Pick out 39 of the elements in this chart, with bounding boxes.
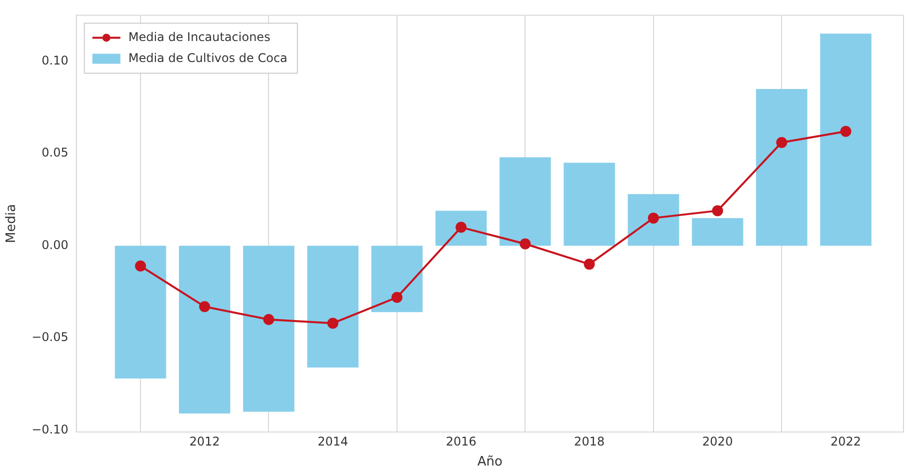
- bar: [628, 194, 680, 246]
- point: [134, 260, 146, 272]
- bar: [307, 246, 358, 368]
- point: [840, 126, 852, 137]
- bar: [692, 218, 744, 246]
- x-tick-label: 2014: [318, 434, 348, 448]
- bar: [756, 88, 808, 246]
- bar: [500, 157, 551, 246]
- y-tick-label: −0.05: [32, 330, 68, 344]
- point: [584, 258, 595, 270]
- y-tick-label: 0.00: [42, 238, 68, 252]
- bar: [178, 246, 230, 414]
- y-tick-label: 0.10: [42, 53, 68, 68]
- point: [520, 238, 531, 250]
- point: [712, 205, 724, 216]
- point: [648, 212, 659, 224]
- bar: [564, 162, 615, 246]
- bar: [820, 34, 872, 246]
- point: [776, 136, 788, 148]
- point: [199, 301, 210, 312]
- x-tick-label: 2016: [446, 434, 476, 448]
- bar: [243, 246, 294, 412]
- point: [456, 222, 467, 233]
- bar: [371, 246, 423, 312]
- bar: [435, 210, 487, 246]
- legend-label: Media de Incautaciones: [128, 30, 270, 44]
- legend-label: Media de Cultivos de Coca: [128, 50, 288, 65]
- x-axis-title: Año: [477, 454, 503, 470]
- point: [391, 292, 402, 303]
- x-tick-label: 2018: [574, 434, 605, 448]
- point: [327, 318, 338, 329]
- x-tick-label: 2022: [830, 434, 862, 448]
- y-tick-label: 0.05: [42, 146, 68, 160]
- bar: [114, 246, 166, 379]
- y-axis-title: Media: [4, 204, 20, 244]
- y-tick-label: −0.10: [32, 422, 68, 436]
- x-tick-label: 2012: [189, 434, 220, 448]
- x-tick-label: 2020: [702, 434, 733, 448]
- point: [263, 314, 274, 325]
